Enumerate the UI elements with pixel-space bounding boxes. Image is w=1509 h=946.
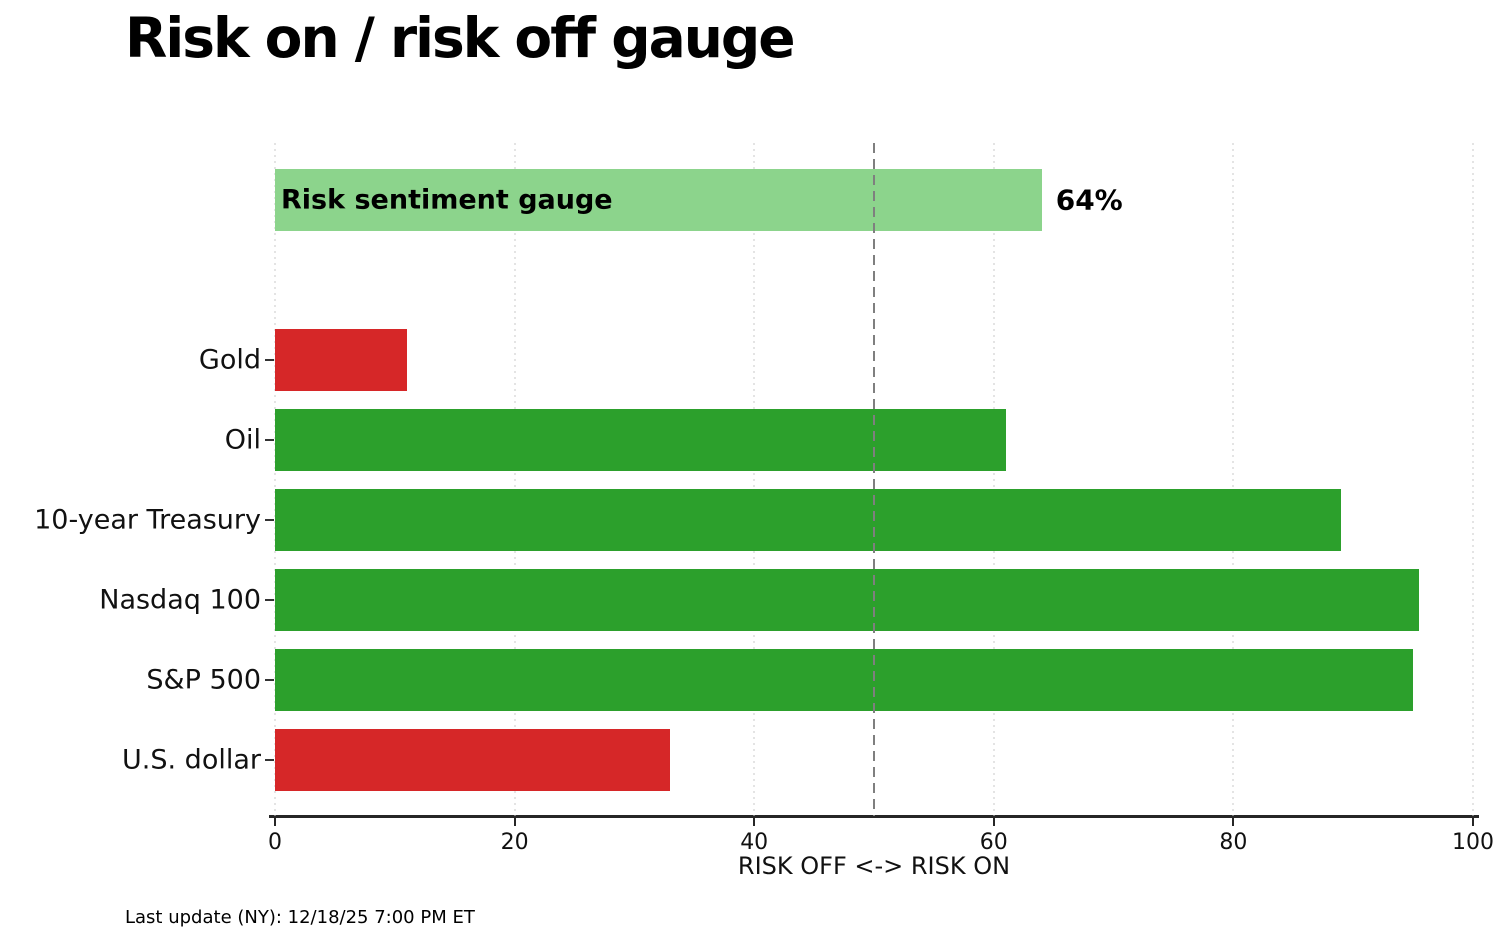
midline-50 [873, 143, 875, 816]
y-tick-s-p-500 [265, 679, 274, 681]
x-axis-title: RISK OFF <-> RISK ON [737, 852, 1011, 880]
x-tick-100 [1472, 816, 1474, 826]
category-label-nasdaq-100: Nasdaq 100 [99, 584, 261, 616]
bar-risk-sentiment-gauge: Risk sentiment gauge [275, 169, 1042, 231]
bar-oil [275, 409, 1006, 471]
category-label-10-year-treasury: 10-year Treasury [34, 504, 261, 536]
x-tick-80 [1232, 816, 1235, 826]
last-update-text: Last update (NY): 12/18/25 7:00 PM ET [125, 907, 475, 928]
gridline-100 [1472, 143, 1474, 816]
x-tick-20 [513, 816, 516, 826]
gridline-0 [274, 143, 276, 816]
gridline-60 [993, 143, 995, 816]
x-tick-label-20: 20 [500, 830, 529, 855]
bar-gold [275, 329, 407, 391]
x-tick-label-80: 80 [1219, 830, 1248, 855]
x-tick-60 [992, 816, 995, 826]
category-label-gold: Gold [198, 344, 261, 376]
gauge-value-label: 64% [1055, 183, 1123, 217]
x-tick-label-0: 0 [268, 830, 282, 855]
plot-area: Risk sentiment gauge 64% Gold Oil 10-year Tr… [34, 143, 1494, 855]
y-tick-nasdaq-100 [265, 599, 274, 601]
x-tick-0 [274, 816, 276, 826]
y-tick-10-year-treasury [265, 519, 274, 521]
category-label-s-p-500: S&P 500 [146, 664, 261, 696]
bar-s-p-500 [275, 649, 1414, 711]
gridline-80 [1232, 143, 1234, 816]
y-tick-oil [265, 439, 274, 441]
gauge-bar-label: Risk sentiment gauge [281, 184, 613, 216]
x-tick-label-40: 40 [740, 830, 769, 855]
x-tick-40 [753, 816, 756, 826]
x-tick-label-60: 60 [979, 830, 1008, 855]
x-tick-label-100: 100 [1452, 830, 1494, 855]
bar-10-year-treasury [275, 489, 1342, 551]
gridline-40 [753, 143, 755, 816]
category-label-u-s-dollar: U.S. dollar [122, 744, 261, 776]
y-tick-gold [265, 359, 274, 361]
y-tick-u-s-dollar [265, 759, 274, 761]
bar-u-s-dollar [275, 729, 671, 791]
x-axis-line [269, 815, 1479, 818]
category-label-oil: Oil [224, 424, 261, 456]
bar-nasdaq-100 [275, 569, 1420, 631]
chart-title: Risk on / risk off gauge [125, 6, 796, 70]
gridline-20 [514, 143, 516, 816]
